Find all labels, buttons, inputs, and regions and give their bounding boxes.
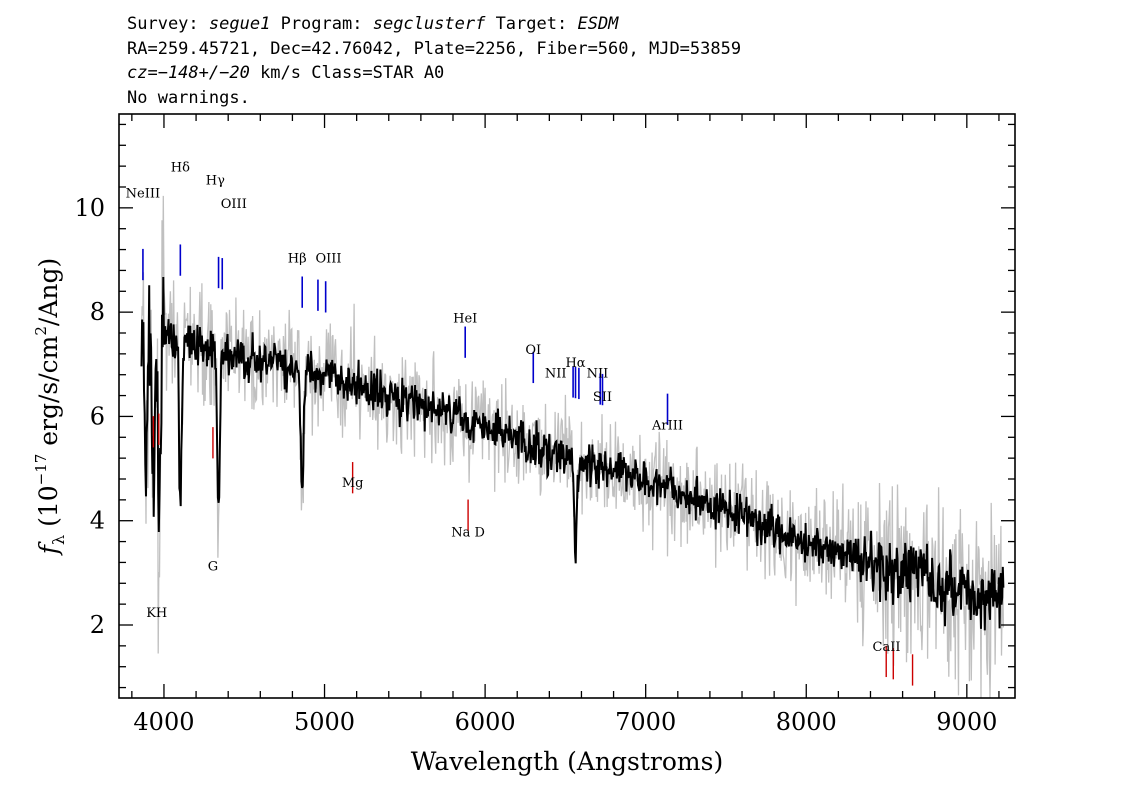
x-tick-label: 9000 bbox=[936, 708, 997, 736]
header-redshift-line: cz=−148+/−20 km/s Class=STAR A0 bbox=[127, 61, 741, 86]
program-value: segclusterf bbox=[372, 14, 486, 34]
y-tick-label: 4 bbox=[90, 507, 105, 535]
y-title-exp2: 2 bbox=[32, 326, 50, 336]
y-title-f: f bbox=[34, 541, 63, 556]
x-tick-label: 8000 bbox=[776, 708, 837, 736]
flux-spectrum bbox=[140, 276, 1005, 631]
spectral-line-label: Hγ bbox=[206, 173, 225, 188]
spectral-line-label: NII bbox=[587, 366, 609, 381]
x-tick-label: 7000 bbox=[615, 708, 676, 736]
y-title-lambda: λ bbox=[49, 535, 68, 545]
noise-spectrum bbox=[140, 195, 1005, 699]
spectral-line-label: HeI bbox=[453, 312, 477, 327]
y-tick-label: 2 bbox=[90, 611, 105, 639]
y-title-mid: erg/s/cm bbox=[34, 335, 63, 453]
spectral-line-label: KH bbox=[146, 606, 167, 621]
noise-layer bbox=[140, 195, 1005, 699]
spectral-line-label: NeIII bbox=[126, 186, 160, 201]
target-label: Target: bbox=[495, 14, 568, 34]
y-title-exp: −17 bbox=[32, 454, 50, 486]
program-label: Program: bbox=[280, 14, 363, 34]
line-markers bbox=[142, 244, 914, 686]
y-title-close: /Ang) bbox=[34, 258, 63, 326]
x-tick-label: 6000 bbox=[455, 708, 516, 736]
flux-layer bbox=[140, 276, 1005, 631]
x-tick-label: 4000 bbox=[133, 708, 194, 736]
header-coords-line: RA=259.45721, Dec=42.76042, Plate=2256, … bbox=[127, 38, 742, 59]
spectral-line-label: SII bbox=[593, 390, 612, 405]
spectral-line-label: Hδ bbox=[171, 160, 190, 175]
survey-label: Survey: bbox=[127, 14, 199, 34]
spectral-line-label: OIII bbox=[316, 252, 342, 267]
y-title-open: (10 bbox=[34, 485, 63, 535]
y-tick-label: 6 bbox=[90, 402, 105, 430]
spectral-line-label: Na D bbox=[451, 525, 485, 540]
cz-value: cz=−148+/−20 bbox=[127, 63, 250, 83]
y-tick-label: 10 bbox=[74, 194, 105, 222]
spectrum-header: Survey: segue1 Program: segclusterf Targ… bbox=[127, 12, 741, 110]
plot-frame bbox=[118, 113, 1016, 699]
spectral-line-label: G bbox=[208, 559, 218, 574]
spectral-line-label: Hα bbox=[565, 356, 585, 371]
spectral-line-label: CaII bbox=[873, 640, 901, 655]
spectral-line-label: Mg bbox=[342, 476, 364, 491]
spectral-line-label: OI bbox=[525, 343, 541, 358]
header-survey-line: Survey: segue1 Program: segclusterf Targ… bbox=[127, 12, 741, 37]
spectral-line-label: Hβ bbox=[288, 252, 307, 267]
target-value: ESDM bbox=[577, 14, 619, 34]
spectral-line-label: OIII bbox=[221, 197, 247, 212]
spectral-line-label: ArIII bbox=[651, 418, 683, 433]
y-axis-title: fλ (10−17 erg/s/cm2/Ang) bbox=[32, 258, 68, 557]
spectral-line-label: NII bbox=[545, 366, 567, 381]
header-warnings-line: No warnings. bbox=[127, 87, 250, 108]
y-tick-label: 8 bbox=[90, 298, 105, 326]
class-text: km/s Class=STAR A0 bbox=[249, 63, 445, 83]
x-axis-title: Wavelength (Angstroms) bbox=[411, 747, 723, 776]
survey-value: segue1 bbox=[208, 14, 271, 34]
x-tick-label: 5000 bbox=[294, 708, 355, 736]
axis-ticks: 4000 5000 6000 7000 8000 9000 2 4 6 8 10 bbox=[74, 114, 1015, 736]
